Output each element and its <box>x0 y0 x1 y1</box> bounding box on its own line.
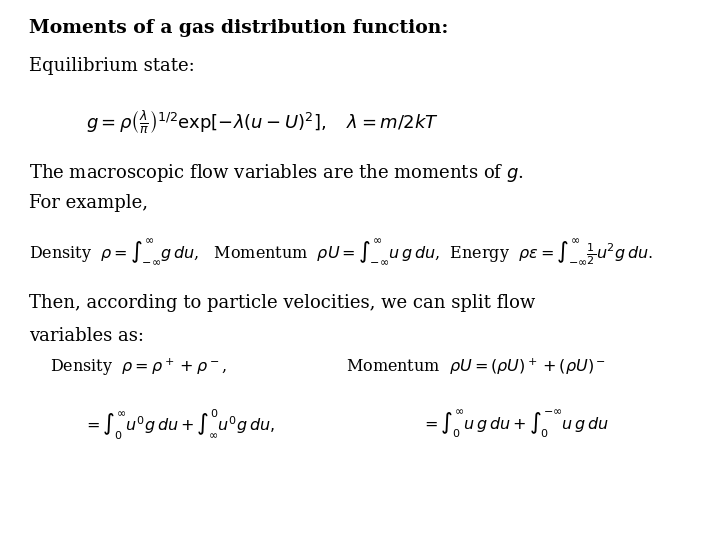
Text: Equilibrium state:: Equilibrium state: <box>29 57 194 75</box>
Text: $g = \rho\left(\frac{\lambda}{\pi}\right)^{1/2}\mathrm{exp}[-\lambda(u-U)^2], \q: $g = \rho\left(\frac{\lambda}{\pi}\right… <box>86 108 439 135</box>
Text: The macroscopic flow variables are the moments of $g$.: The macroscopic flow variables are the m… <box>29 162 523 184</box>
Text: Density  $\rho = \int_{-\infty}^{\infty} g\,du$,   Momentum  $\rho U = \int_{-\i: Density $\rho = \int_{-\infty}^{\infty} … <box>29 238 653 267</box>
Text: Then, according to particle velocities, we can split flow: Then, according to particle velocities, … <box>29 294 535 312</box>
Text: $= \int_{0}^{\infty} u^0 g\,du + \int_{\infty}^{0} u^0 g\,du,$: $= \int_{0}^{\infty} u^0 g\,du + \int_{\… <box>83 408 275 442</box>
Text: Moments of a gas distribution function:: Moments of a gas distribution function: <box>29 19 448 37</box>
Text: For example,: For example, <box>29 194 148 212</box>
Text: Momentum  $\rho U = (\rho U)^+ + (\rho U)^-$: Momentum $\rho U = (\rho U)^+ + (\rho U)… <box>346 356 606 377</box>
Text: variables as:: variables as: <box>29 327 144 345</box>
Text: Density  $\rho = \rho^+ + \rho^-$,: Density $\rho = \rho^+ + \rho^-$, <box>50 356 227 377</box>
Text: $= \int_{0}^{\infty} u\,g\,du + \int_{0}^{-\infty} u\,g\,du$: $= \int_{0}^{\infty} u\,g\,du + \int_{0}… <box>421 408 609 440</box>
